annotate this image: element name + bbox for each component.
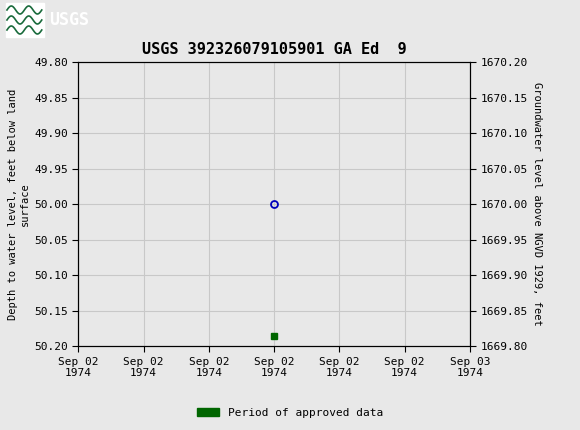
- Title: USGS 392326079105901 GA Ed  9: USGS 392326079105901 GA Ed 9: [142, 42, 407, 57]
- Legend: Period of approved data: Period of approved data: [193, 403, 387, 422]
- Bar: [6, 3, 44, 37]
- Text: USGS: USGS: [49, 11, 89, 29]
- Y-axis label: Depth to water level, feet below land
surface: Depth to water level, feet below land su…: [8, 89, 30, 320]
- Y-axis label: Groundwater level above NGVD 1929, feet: Groundwater level above NGVD 1929, feet: [532, 83, 542, 326]
